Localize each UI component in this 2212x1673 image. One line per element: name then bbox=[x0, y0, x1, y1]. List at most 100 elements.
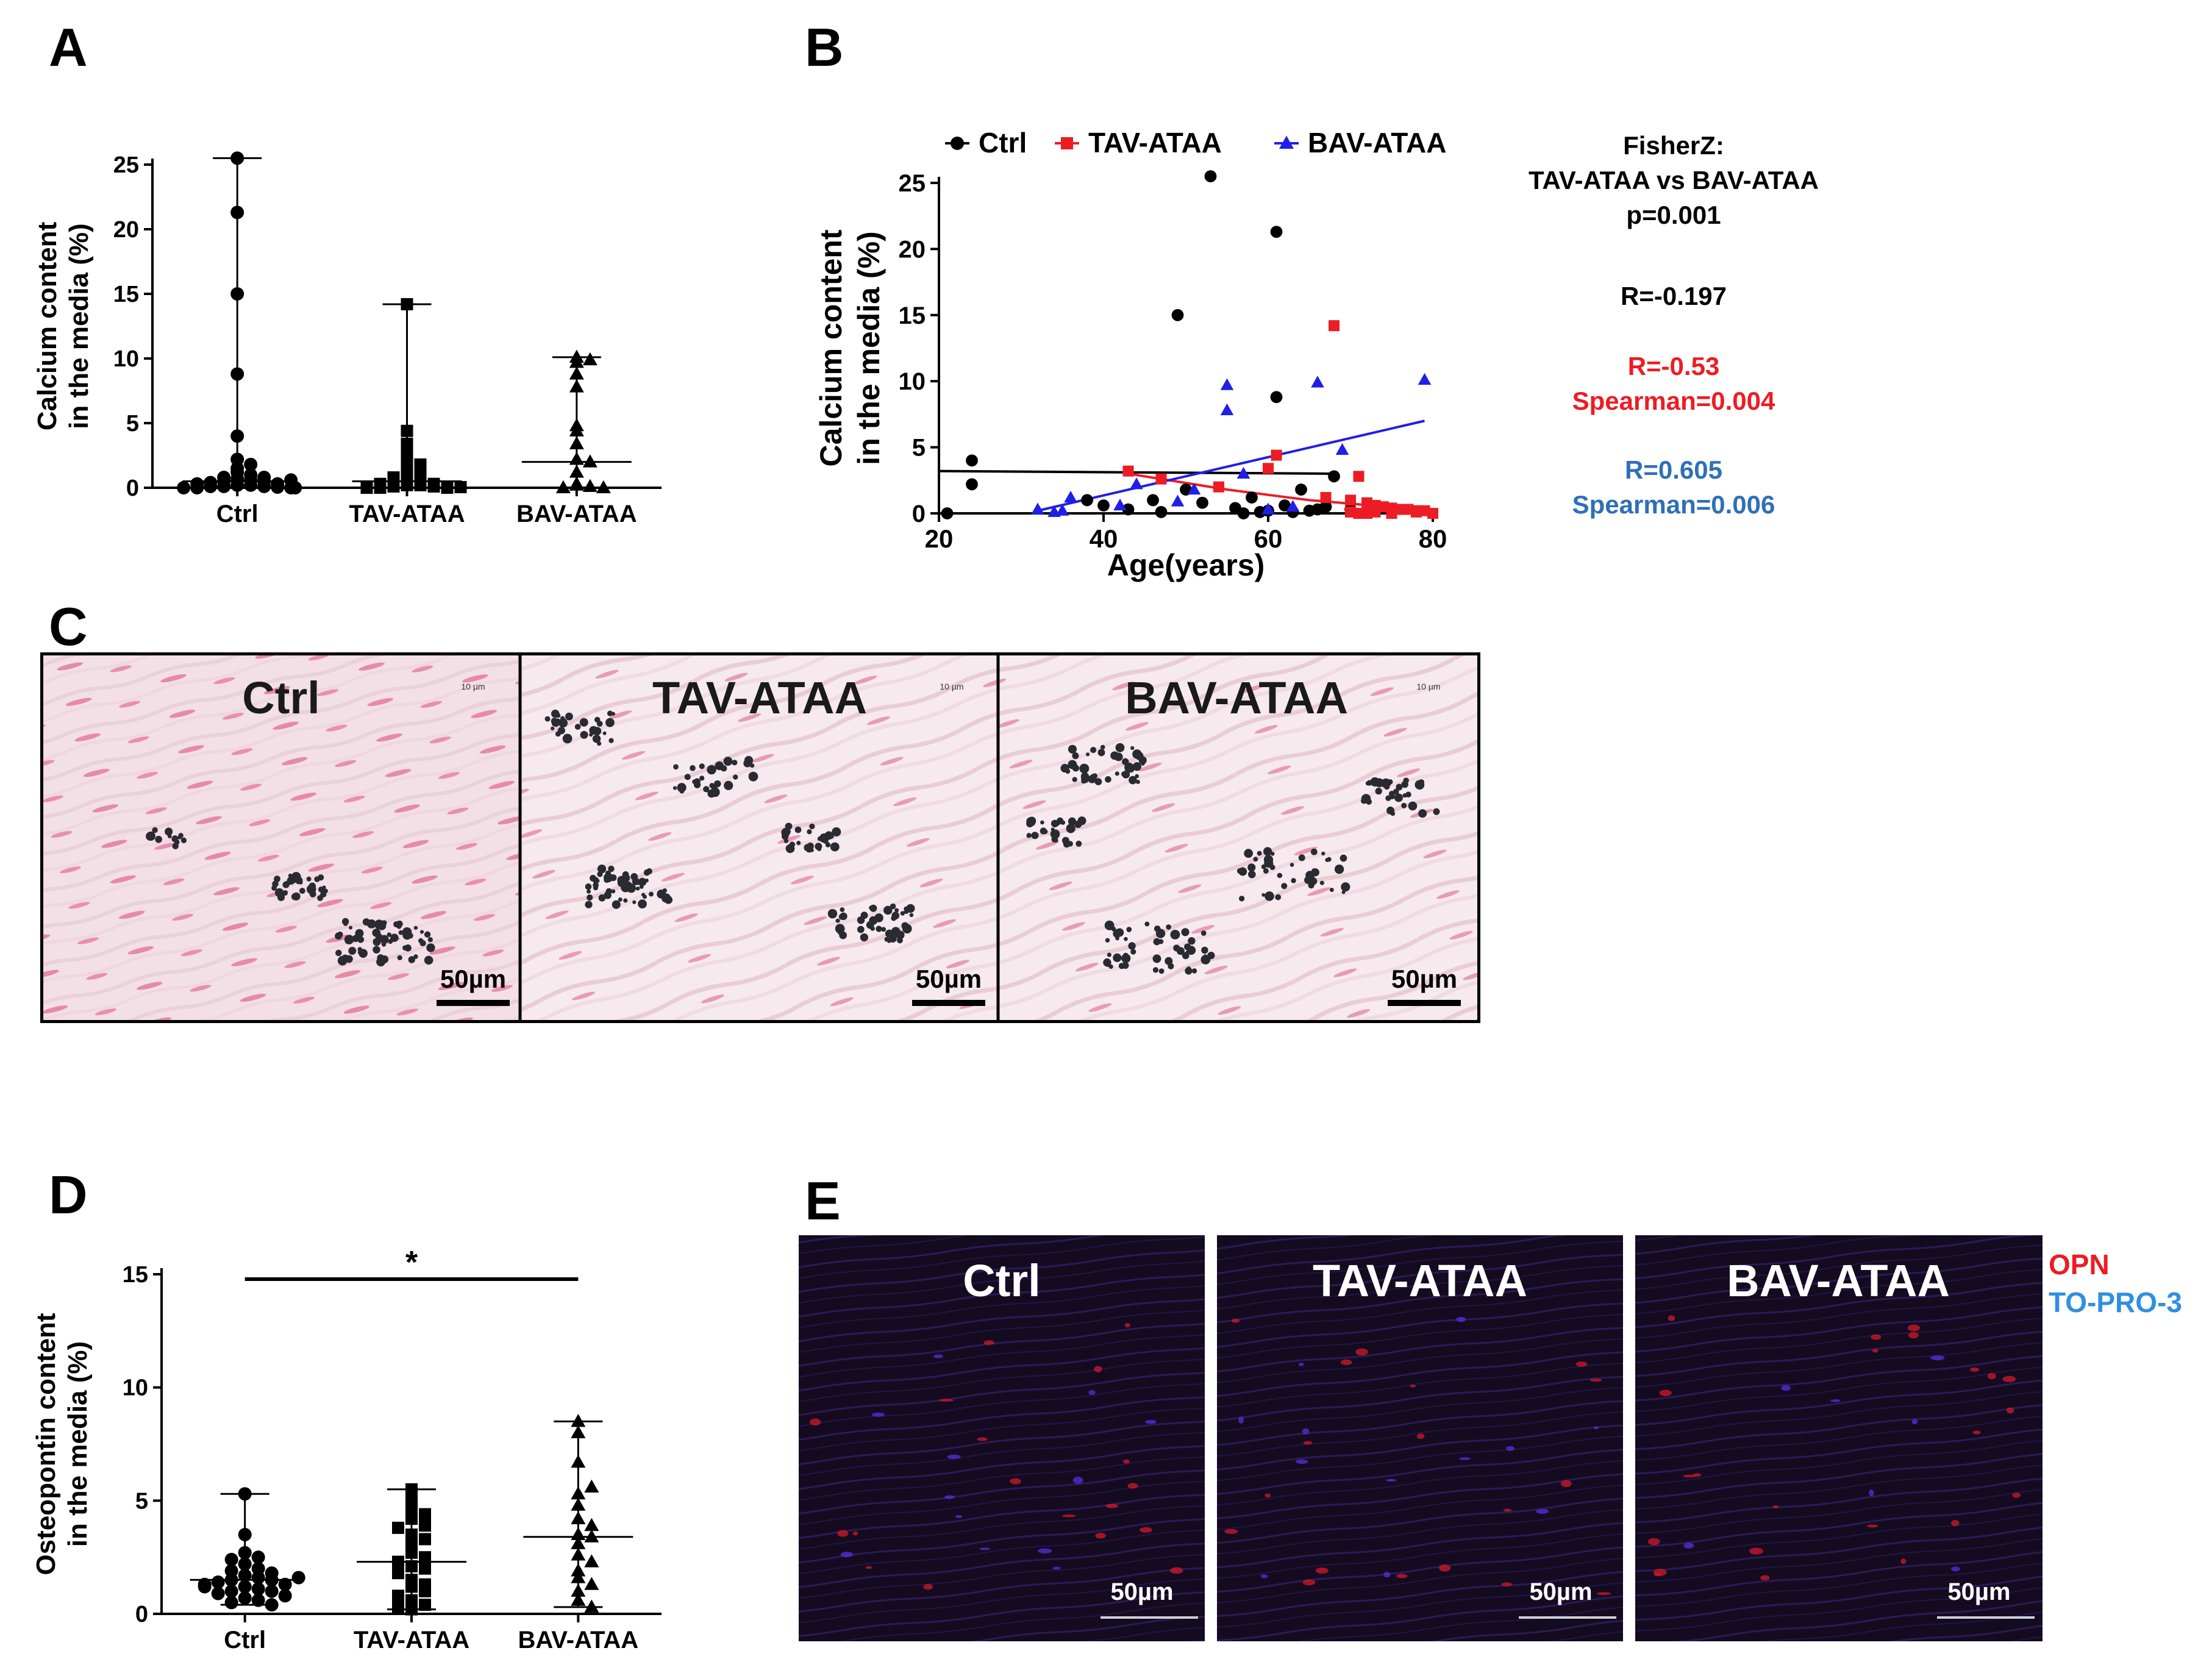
panel-e-label-tav: TAV-ATAA bbox=[1313, 1255, 1527, 1306]
panel-e-label-bav: BAV-ATAA bbox=[1727, 1255, 1950, 1306]
y-tick-label: 5 bbox=[135, 1488, 148, 1514]
data-point bbox=[251, 1582, 265, 1596]
panel-e-fluorescence: Ctrl TAV-ATAA BAV-ATAA 50µm 50µm 50µm bbox=[799, 1235, 2043, 1641]
data-point bbox=[584, 1479, 599, 1493]
data-point bbox=[1237, 507, 1250, 519]
scalebar-tav bbox=[912, 1000, 985, 1006]
data-point bbox=[238, 1487, 252, 1501]
fluorescent-spots bbox=[810, 1315, 2021, 1595]
e-scalebar-label-tav: 50µm bbox=[1529, 1578, 1592, 1605]
panel-c: Ctrl TAV-ATAA BAV-ATAA 10 µm 10 µm 10 µm… bbox=[40, 652, 1480, 1023]
calcium-deposits bbox=[146, 709, 1440, 975]
panel-b: B 0 5 10 15 20 25 20 40 60 80 Age(years) Calcium co… bbox=[805, 17, 1819, 582]
category-label: Ctrl bbox=[224, 1627, 266, 1653]
data-point bbox=[569, 423, 584, 437]
data-point bbox=[441, 482, 454, 494]
data-point bbox=[257, 471, 271, 485]
data-point bbox=[1369, 506, 1381, 518]
data-point bbox=[1329, 320, 1340, 332]
x-axis-label: Age(years) bbox=[1107, 548, 1265, 582]
data-point bbox=[401, 479, 413, 491]
data-point bbox=[569, 451, 584, 465]
data-point bbox=[271, 480, 285, 494]
panel-a: A 0 5 10 15 20 25 Calcium contentin the media … bbox=[32, 17, 662, 527]
data-point bbox=[1064, 490, 1077, 503]
data-point bbox=[374, 482, 387, 494]
data-point bbox=[1171, 309, 1184, 321]
data-point bbox=[405, 1546, 418, 1559]
scalebar-bav bbox=[1388, 1000, 1461, 1006]
data-point bbox=[569, 465, 584, 478]
data-point bbox=[966, 478, 978, 491]
y-axis-label: Osteopontin contentin the media (%) bbox=[31, 1313, 93, 1575]
x-tick-label: 40 bbox=[1090, 524, 1118, 553]
data-point bbox=[571, 1547, 586, 1561]
data-point bbox=[571, 1570, 586, 1583]
data-point bbox=[278, 1577, 292, 1591]
panel-letter-e: E bbox=[805, 1171, 841, 1231]
data-point bbox=[582, 352, 598, 366]
panel-c-histology: Ctrl TAV-ATAA BAV-ATAA 10 µm 10 µm 10 µm… bbox=[43, 655, 1477, 1020]
y-tick-label: 5 bbox=[912, 435, 926, 462]
data-point bbox=[571, 1563, 586, 1577]
data-point bbox=[230, 478, 244, 492]
chart-a: 0 5 10 15 20 25 Calcium contentin the media (%… bbox=[32, 151, 662, 527]
bav-histology-image bbox=[999, 655, 1477, 1020]
data-point bbox=[211, 1575, 225, 1589]
data-point bbox=[569, 379, 584, 393]
data-point bbox=[1270, 226, 1283, 238]
data-point bbox=[1261, 502, 1275, 515]
data-point bbox=[392, 1600, 404, 1613]
data-point bbox=[427, 480, 440, 493]
data-point bbox=[419, 1562, 431, 1575]
data-point bbox=[1055, 504, 1069, 516]
legend-entry: TAV-ATAA bbox=[1055, 127, 1222, 159]
scalebar-ctrl bbox=[437, 1000, 510, 1006]
data-point bbox=[584, 1599, 599, 1613]
data-point bbox=[571, 1497, 586, 1511]
legend-marker bbox=[951, 137, 964, 150]
data-point bbox=[1155, 505, 1168, 518]
data-point bbox=[1097, 499, 1110, 512]
data-point bbox=[238, 1568, 252, 1582]
e-scalebar-label-bav: 50µm bbox=[1947, 1578, 2010, 1605]
category-label: BAV-ATAA bbox=[516, 501, 637, 527]
bav-spearman: Spearman=0.006 bbox=[1572, 490, 1775, 519]
y-tick-label: 0 bbox=[135, 1602, 148, 1627]
chart-d: 0 5 10 15 Osteopontin contentin the media (%… bbox=[31, 1245, 662, 1653]
data-point bbox=[238, 1528, 252, 1542]
data-point bbox=[1155, 473, 1167, 485]
panel-letter-c: C bbox=[49, 596, 88, 657]
scalebar-label-ctrl: 50µm bbox=[440, 965, 506, 993]
data-point bbox=[217, 479, 231, 493]
data-point bbox=[387, 480, 400, 493]
data-point bbox=[569, 366, 584, 380]
data-point bbox=[291, 1571, 305, 1585]
data-point bbox=[1345, 494, 1356, 506]
significance-mark: * bbox=[405, 1245, 418, 1280]
tav-spearman: Spearman=0.004 bbox=[1572, 387, 1775, 415]
data-point bbox=[1147, 494, 1159, 507]
data-point bbox=[582, 454, 598, 468]
data-point bbox=[1386, 508, 1397, 519]
data-point bbox=[569, 354, 584, 368]
data-point bbox=[569, 436, 584, 449]
data-point bbox=[419, 1519, 431, 1532]
data-point bbox=[1204, 170, 1217, 183]
data-point bbox=[571, 1527, 586, 1541]
legend-opn: OPN bbox=[2049, 1249, 2110, 1280]
data-point bbox=[392, 1521, 404, 1534]
data-point bbox=[1328, 470, 1340, 483]
x-tick-label: 20 bbox=[925, 524, 954, 553]
data-point bbox=[190, 481, 204, 494]
y-tick-label: 10 bbox=[123, 1375, 148, 1401]
x-tick-label: 60 bbox=[1254, 524, 1283, 553]
data-point bbox=[1113, 498, 1127, 511]
data-point bbox=[1220, 403, 1234, 415]
data-point bbox=[454, 480, 467, 493]
legend-label: BAV-ATAA bbox=[1308, 127, 1446, 159]
legend-entry: Ctrl bbox=[945, 127, 1027, 159]
y-tick-label: 5 bbox=[126, 411, 139, 437]
tav-r: R=-0.53 bbox=[1628, 352, 1720, 380]
